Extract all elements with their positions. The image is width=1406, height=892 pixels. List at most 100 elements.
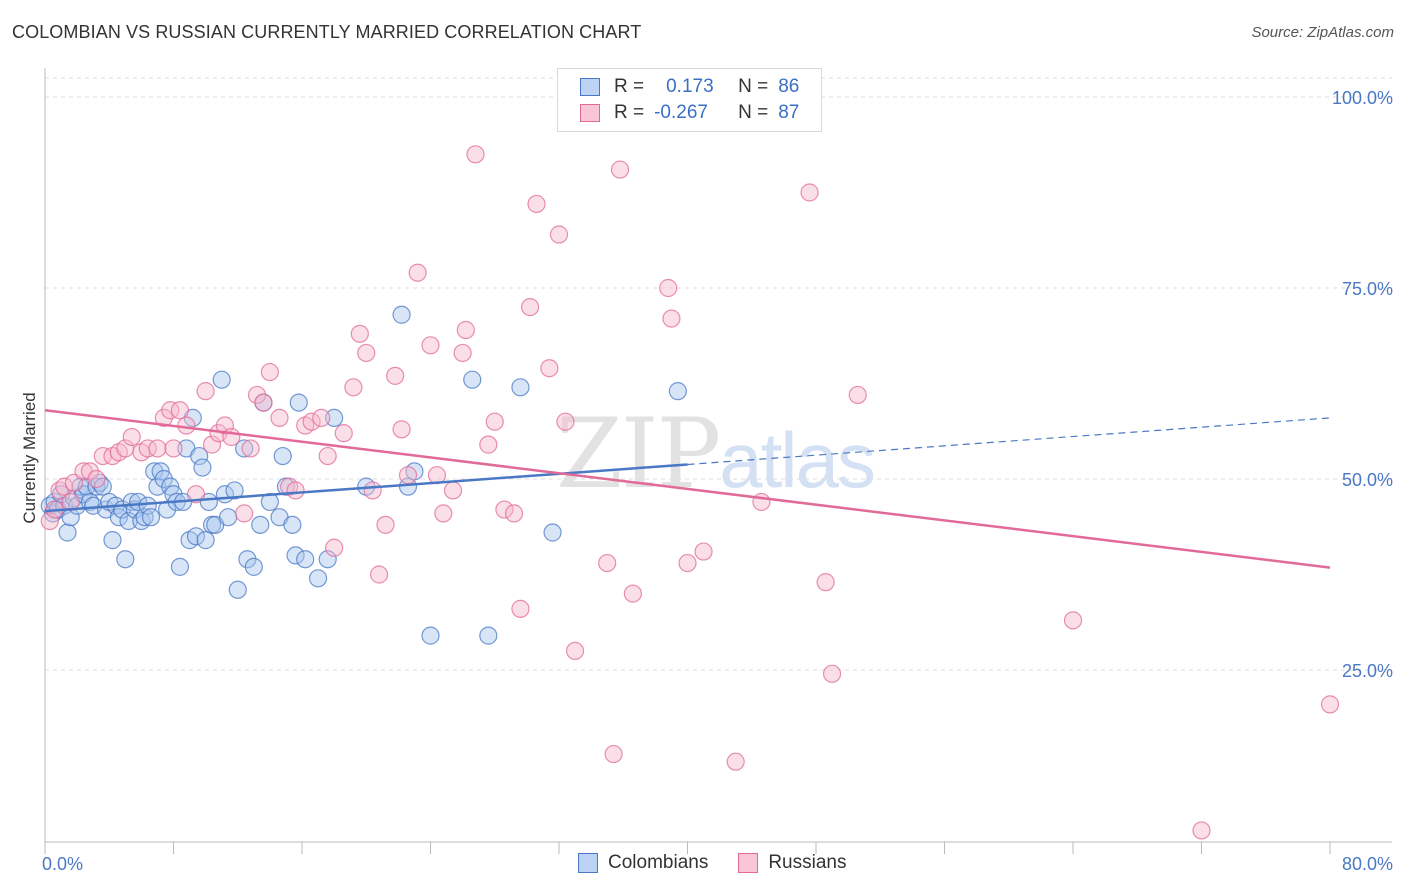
data-point [260, 492, 279, 512]
data-point [463, 370, 482, 389]
data-point [800, 183, 819, 202]
data-point [504, 504, 524, 523]
data-point [135, 508, 154, 527]
data-point [398, 466, 418, 485]
data-point [604, 744, 623, 764]
russians-r-value: -0.267 [654, 102, 708, 123]
data-point [116, 550, 135, 569]
axis-labels: 25.0% 50.0% 75.0% 100.0% 0.0% 80.0% Currently … [20, 88, 1393, 874]
data-point [170, 401, 190, 420]
data-point [485, 412, 504, 431]
russians-legend-label: Russians [768, 852, 847, 873]
data-point [479, 626, 498, 645]
data-point [228, 580, 247, 599]
data-points [40, 145, 1340, 840]
data-point [392, 305, 411, 324]
data-point [296, 550, 315, 569]
data-point [668, 382, 687, 401]
data-point [479, 435, 498, 454]
y-axis-label: Currently Married [20, 392, 39, 523]
data-point [421, 336, 440, 355]
data-point [543, 523, 562, 542]
colombians-r-value: 0.173 [666, 76, 714, 97]
data-point [434, 504, 453, 523]
chart-title: COLOMBIAN VS RUSSIAN CURRENTLY MARRIED C… [12, 22, 642, 42]
data-point [662, 309, 681, 328]
series-russians [40, 145, 1340, 840]
russians-n-value: 87 [778, 102, 800, 123]
data-point [408, 263, 427, 282]
data-point [196, 531, 215, 550]
data-point [241, 439, 260, 458]
data-point [392, 420, 411, 439]
data-point [511, 599, 530, 618]
data-point [270, 408, 289, 427]
data-point [308, 569, 328, 588]
data-point [421, 626, 440, 645]
data-point [148, 477, 167, 496]
legend-r-label: R = [614, 76, 645, 97]
russians-legend-swatch [738, 853, 759, 873]
data-point [726, 752, 745, 771]
data-point [154, 408, 173, 427]
data-point [302, 412, 321, 431]
data-point [598, 553, 617, 573]
data-point [238, 550, 257, 569]
russians-trend-line [44, 408, 1331, 569]
legend-item-russians[interactable]: Russians [738, 852, 846, 874]
data-point [678, 553, 697, 573]
data-point [93, 477, 112, 496]
data-point [1192, 821, 1211, 840]
data-point [138, 496, 157, 515]
data-point [58, 523, 77, 542]
data-point [141, 508, 161, 527]
data-point [138, 439, 157, 458]
data-point [623, 584, 642, 603]
x-tick-label: 0.0% [42, 854, 83, 874]
data-point [286, 546, 305, 565]
data-point [816, 573, 835, 592]
data-point [1320, 695, 1340, 714]
stats-legend: R = 0.173 N = 86 R = -0.267 N = 87 [557, 68, 822, 132]
data-point [170, 557, 190, 576]
data-point [318, 550, 337, 569]
colombians-legend-swatch [578, 853, 598, 873]
data-point [752, 492, 771, 512]
data-point [145, 462, 164, 481]
data-point [289, 393, 308, 412]
data-point [344, 378, 363, 397]
data-point [148, 439, 167, 458]
legend-r-label: R = [614, 102, 645, 123]
legend-item-colombians[interactable]: Colombians [578, 852, 708, 874]
data-point [103, 531, 122, 550]
data-point [357, 343, 376, 363]
data-point [202, 435, 222, 454]
data-point [318, 446, 337, 466]
legend-row-colombians: R = 0.173 N = 86 [580, 75, 799, 99]
data-point [273, 446, 292, 466]
gridlines [45, 77, 1392, 671]
colombians-n-value: 86 [778, 76, 800, 97]
watermark-atlas: atlas [719, 416, 876, 504]
data-point [164, 439, 183, 458]
data-point [283, 515, 302, 534]
data-point [363, 481, 382, 500]
axes [44, 68, 1392, 854]
data-point [154, 469, 173, 489]
data-point [325, 408, 344, 427]
data-point [694, 542, 713, 561]
data-point [40, 511, 59, 531]
data-point [556, 412, 575, 431]
data-point [495, 500, 514, 519]
data-point [312, 408, 331, 427]
data-point [186, 527, 206, 546]
data-point [55, 477, 74, 496]
colombians-swatch [580, 78, 600, 96]
data-point [610, 160, 630, 179]
x-tick-label: 80.0% [1342, 854, 1393, 874]
data-point [161, 401, 180, 420]
data-point [350, 324, 369, 343]
data-point [456, 320, 475, 340]
data-point [527, 194, 546, 214]
watermark: ZIPatlas [556, 398, 876, 510]
